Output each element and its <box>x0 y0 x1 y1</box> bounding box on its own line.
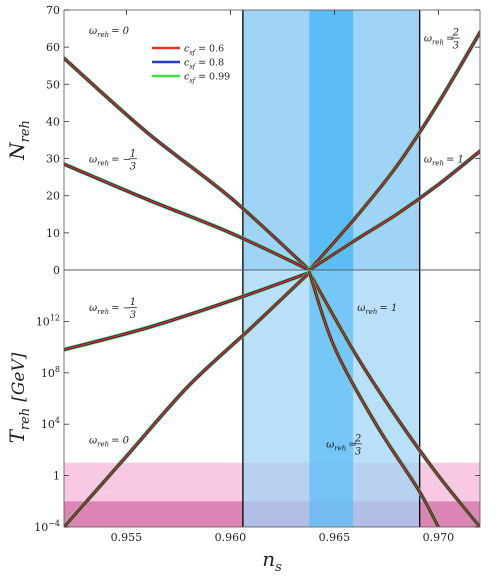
xtick-label-3: 0.970 <box>423 531 455 544</box>
bottom-curve-omega-1 <box>64 270 312 527</box>
top-curve-omega-2 <box>307 30 480 270</box>
bottom-ytick-label-2: 104 <box>41 416 60 431</box>
top-ytick-label-5: 50 <box>46 78 60 91</box>
bottom-annotation-3: ωreh =2 3 <box>326 433 363 457</box>
svg-text:1: 1 <box>130 148 136 159</box>
svg-text:2: 2 <box>452 28 459 39</box>
svg-text:3: 3 <box>130 310 136 321</box>
bottom-curve-omega-0 <box>64 270 312 352</box>
svg-text:ωreh= 1: ωreh = 1 <box>424 154 464 167</box>
top-ytick-label-1: 10 <box>46 227 60 240</box>
top-curve-omega-0 <box>64 56 312 270</box>
bottom-annotation-1: ωreh = 1 <box>357 303 397 316</box>
svg-text:3: 3 <box>453 41 459 52</box>
bottom-ytick-label-0: 10−4 <box>34 519 60 534</box>
top-curve-omega-3 <box>307 149 480 270</box>
top-annotation-2: ωreh =2 3 <box>424 28 460 52</box>
svg-text:ωreh= −: ωreh = − <box>89 303 131 316</box>
svg-text:ωreh= 0: ωreh = 0 <box>89 26 130 39</box>
legend-entry-2: csf = 0.99 <box>184 72 230 85</box>
bottom-ytick-label-4: 1012 <box>36 313 60 328</box>
bottom-frame <box>63 269 481 528</box>
svg-text:ωreh= −: ωreh = − <box>89 154 131 167</box>
svg-text:1: 1 <box>130 297 136 308</box>
svg-text:ωreh=: ωreh = <box>424 34 455 47</box>
svg-text:ωreh= 1: ωreh = 1 <box>357 303 397 316</box>
svg-text:ωreh=: ωreh = <box>326 439 357 452</box>
bottom-curve-omega-3 <box>307 270 441 527</box>
bottom-ylabel: Treh[GeV] <box>5 352 33 443</box>
top-ytick-label-7: 70 <box>46 4 60 17</box>
top-ytick-label-3: 30 <box>46 153 60 166</box>
xtick-label-0: 0.955 <box>111 531 143 544</box>
axis-labels: Nreh Treh[GeV] ns <box>5 120 282 575</box>
bottom-annotation-2: ωreh = 0 <box>89 435 130 448</box>
top-ytick-label-4: 40 <box>46 115 60 128</box>
bottom-annotation-0: ωreh = −1 3 <box>89 297 137 321</box>
legend-entry-0: csf = 0.6 <box>184 44 224 57</box>
bottom-ytick-label-1: 1 <box>53 470 60 483</box>
svg-text:ωreh= 0: ωreh = 0 <box>89 435 130 448</box>
top-ytick-label-6: 60 <box>46 41 60 54</box>
top-annotation-3: ωreh = 1 <box>424 154 464 167</box>
top-curve-omega-1 <box>64 162 312 270</box>
top-ylabel: Nreh <box>5 120 33 161</box>
top-annotation-0: ωreh = 0 <box>89 26 130 39</box>
top-ytick-label-0: 0 <box>53 264 60 277</box>
top-ytick-label-2: 20 <box>46 190 60 203</box>
bottom-ytick-label-3: 108 <box>41 365 60 380</box>
xtick-label-1: 0.960 <box>215 531 247 544</box>
legend-entry-1: csf = 0.8 <box>184 58 224 71</box>
bottom-plot-area <box>64 270 480 527</box>
xtick-label-2: 0.965 <box>319 531 351 544</box>
top-annotation-1: ωreh = −1 3 <box>89 148 137 172</box>
top-plot-area <box>64 10 480 270</box>
bottom-curve-omega-2 <box>307 270 480 527</box>
svg-text:3: 3 <box>130 161 136 172</box>
svg-text:3: 3 <box>355 446 361 457</box>
svg-text:2: 2 <box>354 433 361 444</box>
bottom-xlabel: ns <box>262 547 282 575</box>
